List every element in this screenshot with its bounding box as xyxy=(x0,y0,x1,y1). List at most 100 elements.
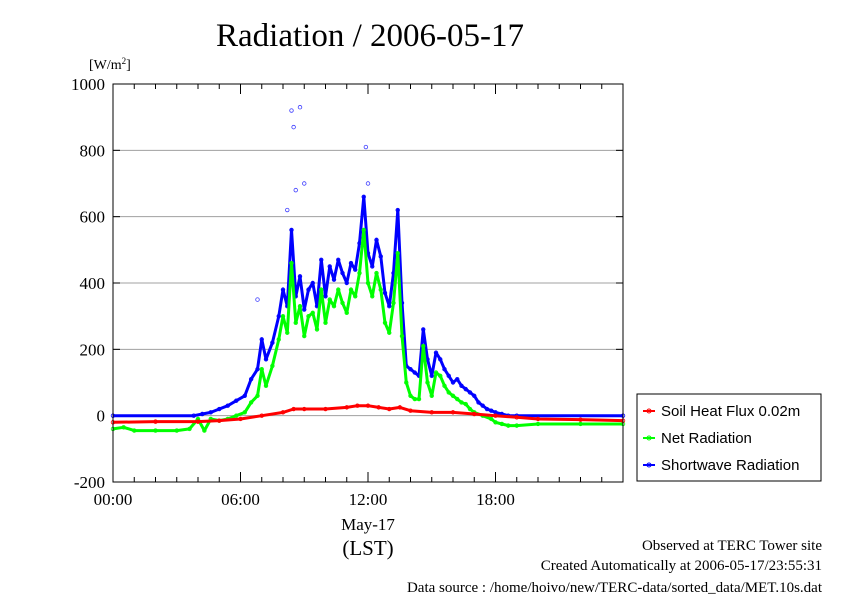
y-tick-label: 600 xyxy=(80,208,106,227)
data-point-soil-heat-flux-0-02m xyxy=(408,408,413,413)
data-point-net-radiation xyxy=(323,320,328,325)
data-point-shortwave-radiation xyxy=(327,264,332,269)
data-point-shortwave-radiation xyxy=(408,367,413,372)
peak-point xyxy=(289,108,294,113)
legend-label-shortwave-radiation: Shortwave Radiation xyxy=(661,457,799,474)
y-tick-label: -200 xyxy=(74,473,105,492)
data-point-shortwave-radiation xyxy=(387,304,392,309)
data-point-shortwave-radiation xyxy=(242,393,247,398)
data-point-net-radiation xyxy=(489,416,494,422)
x-tick-label: 00:00 xyxy=(94,490,133,509)
data-point-shortwave-radiation xyxy=(467,390,473,395)
data-point-net-radiation xyxy=(578,421,583,427)
data-point-shortwave-radiation xyxy=(374,237,379,243)
data-point-soil-heat-flux-0-02m xyxy=(195,419,201,424)
data-point-net-radiation xyxy=(202,428,207,433)
data-point-net-radiation xyxy=(382,320,388,325)
x-axis-unit: (LST) xyxy=(342,536,393,560)
data-point-shortwave-radiation xyxy=(480,403,485,408)
data-point-shortwave-radiation xyxy=(255,367,260,372)
data-point-soil-heat-flux-0-02m xyxy=(472,411,477,417)
data-point-net-radiation xyxy=(399,333,405,339)
data-point-net-radiation xyxy=(293,320,298,325)
legend-marker-net-radiation xyxy=(646,435,652,441)
data-point-net-radiation xyxy=(514,423,519,428)
data-point-net-radiation xyxy=(404,380,409,385)
data-point-shortwave-radiation xyxy=(429,373,434,379)
peak-point xyxy=(255,297,260,302)
footer-site: Observed at TERC Tower site xyxy=(642,538,822,554)
data-point-soil-heat-flux-0-02m xyxy=(238,416,243,422)
data-point-shortwave-radiation xyxy=(297,274,303,279)
data-point-shortwave-radiation xyxy=(248,376,254,382)
data-point-net-radiation xyxy=(446,390,451,395)
data-point-shortwave-radiation xyxy=(370,264,375,269)
y-tick-label: 200 xyxy=(80,340,106,359)
data-point-net-radiation xyxy=(132,428,137,433)
data-point-net-radiation xyxy=(357,270,362,276)
y-axis-unit: [W/m2] xyxy=(89,56,131,73)
data-point-soil-heat-flux-0-02m xyxy=(355,403,360,408)
data-point-shortwave-radiation xyxy=(455,376,460,382)
data-point-net-radiation xyxy=(416,396,422,402)
data-point-net-radiation xyxy=(438,373,443,379)
data-point-shortwave-radiation xyxy=(234,398,239,403)
peak-point xyxy=(291,124,296,130)
data-point-net-radiation xyxy=(310,310,315,316)
data-point-soil-heat-flux-0-02m xyxy=(259,413,264,418)
data-point-net-radiation xyxy=(395,250,400,256)
x-tick-label: 06:00 xyxy=(221,490,260,509)
data-point-shortwave-radiation xyxy=(484,406,490,412)
data-point-soil-heat-flux-0-02m xyxy=(217,418,222,423)
legend-marker-shortwave-radiation xyxy=(646,462,652,468)
data-point-shortwave-radiation xyxy=(412,370,417,375)
data-point-net-radiation xyxy=(391,300,396,306)
data-point-shortwave-radiation xyxy=(450,380,456,385)
data-point-net-radiation xyxy=(459,400,464,405)
data-point-net-radiation xyxy=(255,393,260,398)
series-line-soil-heat-flux-0-02m xyxy=(112,404,624,424)
data-point-soil-heat-flux-0-02m xyxy=(493,413,498,418)
data-point-shortwave-radiation xyxy=(336,257,341,262)
data-point-soil-heat-flux-0-02m xyxy=(323,406,328,412)
data-point-soil-heat-flux-0-02m xyxy=(429,410,434,415)
data-point-shortwave-radiation xyxy=(489,408,494,413)
data-point-shortwave-radiation xyxy=(306,287,311,292)
data-point-shortwave-radiation xyxy=(259,337,264,342)
data-point-net-radiation xyxy=(442,383,447,389)
peak-point xyxy=(293,187,298,193)
data-point-net-radiation xyxy=(285,330,290,335)
data-point-shortwave-radiation xyxy=(310,280,315,286)
data-point-net-radiation xyxy=(370,294,375,299)
data-point-shortwave-radiation xyxy=(446,373,451,379)
data-point-net-radiation xyxy=(153,428,158,433)
scatter-layer xyxy=(255,105,371,302)
series-line-net-radiation xyxy=(112,228,623,433)
data-point-soil-heat-flux-0-02m xyxy=(450,410,456,415)
data-point-net-radiation xyxy=(365,280,371,286)
data-point-net-radiation xyxy=(429,393,434,398)
data-point-net-radiation xyxy=(174,428,179,433)
data-point-shortwave-radiation xyxy=(225,403,230,408)
data-point-net-radiation xyxy=(506,423,511,428)
data-point-soil-heat-flux-0-02m xyxy=(280,410,286,415)
data-point-net-radiation xyxy=(242,410,247,415)
series-line-shortwave-radiation xyxy=(113,195,623,418)
data-point-shortwave-radiation xyxy=(217,406,222,412)
data-point-shortwave-radiation xyxy=(463,386,468,392)
data-point-net-radiation xyxy=(297,304,303,309)
peak-point xyxy=(302,181,307,186)
data-point-shortwave-radiation xyxy=(340,270,345,276)
data-point-net-radiation xyxy=(340,300,345,306)
peak-point xyxy=(285,207,290,213)
data-point-net-radiation xyxy=(248,400,254,405)
data-point-shortwave-radiation xyxy=(378,254,383,259)
data-point-net-radiation xyxy=(348,287,354,292)
data-point-shortwave-radiation xyxy=(276,313,281,319)
peak-point xyxy=(297,105,303,110)
legend-label-soil-heat-flux-0-02m: Soil Heat Flux 0.02m xyxy=(661,403,800,420)
data-point-shortwave-radiation xyxy=(361,194,366,199)
data-point-shortwave-radiation xyxy=(302,307,307,312)
data-point-net-radiation xyxy=(270,363,275,369)
data-point-soil-heat-flux-0-02m xyxy=(578,417,583,422)
